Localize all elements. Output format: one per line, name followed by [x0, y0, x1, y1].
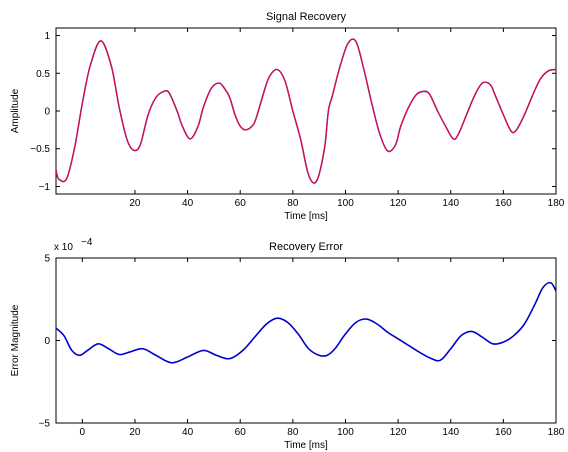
chart1-series-line-2	[56, 38, 556, 184]
chart1-xtick-label: 180	[548, 198, 565, 209]
chart2-ylabel: Error Magnitude	[10, 304, 21, 376]
chart1-xtick-label: 20	[129, 198, 141, 209]
chart2-xtick-label: 160	[495, 427, 512, 438]
chart1-ytick-label: −0.5	[30, 144, 50, 155]
chart2-xtick-label: 140	[442, 427, 459, 438]
chart1-xtick-label: 40	[182, 198, 194, 209]
chart1-xtick-label: 140	[442, 198, 459, 209]
chart1-axes	[55, 27, 557, 195]
chart2-xtick-label: 100	[337, 427, 354, 438]
chart2-axes	[55, 257, 557, 424]
chart2-xtick-label: 40	[182, 427, 194, 438]
chart1-ylabel: Amplitude	[10, 88, 21, 133]
chart2-xlabel: Time [ms]	[284, 440, 328, 451]
chart1-xlabel: Time [ms]	[284, 211, 328, 222]
chart2-series-line-1	[56, 281, 556, 364]
chart2-xtick-label: 0	[80, 427, 86, 438]
chart1-xtick-label: 120	[390, 198, 407, 209]
chart1-ytick-label: 0.5	[36, 69, 50, 80]
chart2-xtick-label: 180	[548, 427, 565, 438]
chart1-title: Signal Recovery	[266, 11, 347, 23]
chart1-ytick-label: 0	[44, 107, 50, 118]
chart2-ytick-label: −5	[39, 419, 51, 430]
chart1-xtick-label: 60	[235, 198, 247, 209]
chart2-ytick-label: 0	[44, 336, 50, 347]
chart1-xtick-label: 160	[495, 198, 512, 209]
chart2-xtick-label: 20	[129, 427, 141, 438]
chart1-xtick-label: 80	[287, 198, 299, 209]
chart2-xtick-label: 80	[287, 427, 299, 438]
chart1-xtick-label: 100	[337, 198, 354, 209]
chart2-xtick-label: 60	[235, 427, 247, 438]
chart1-ytick-label: 1	[44, 31, 50, 42]
chart1-ytick-label: −1	[39, 182, 51, 193]
chart2-xtick-label: 120	[390, 427, 407, 438]
chart2-scale-factor: x 10	[54, 242, 73, 253]
chart2-scale-exponent: −4	[81, 237, 93, 248]
chart2-title: Recovery Error	[269, 241, 343, 253]
chart2-ytick-label: 5	[44, 254, 50, 265]
